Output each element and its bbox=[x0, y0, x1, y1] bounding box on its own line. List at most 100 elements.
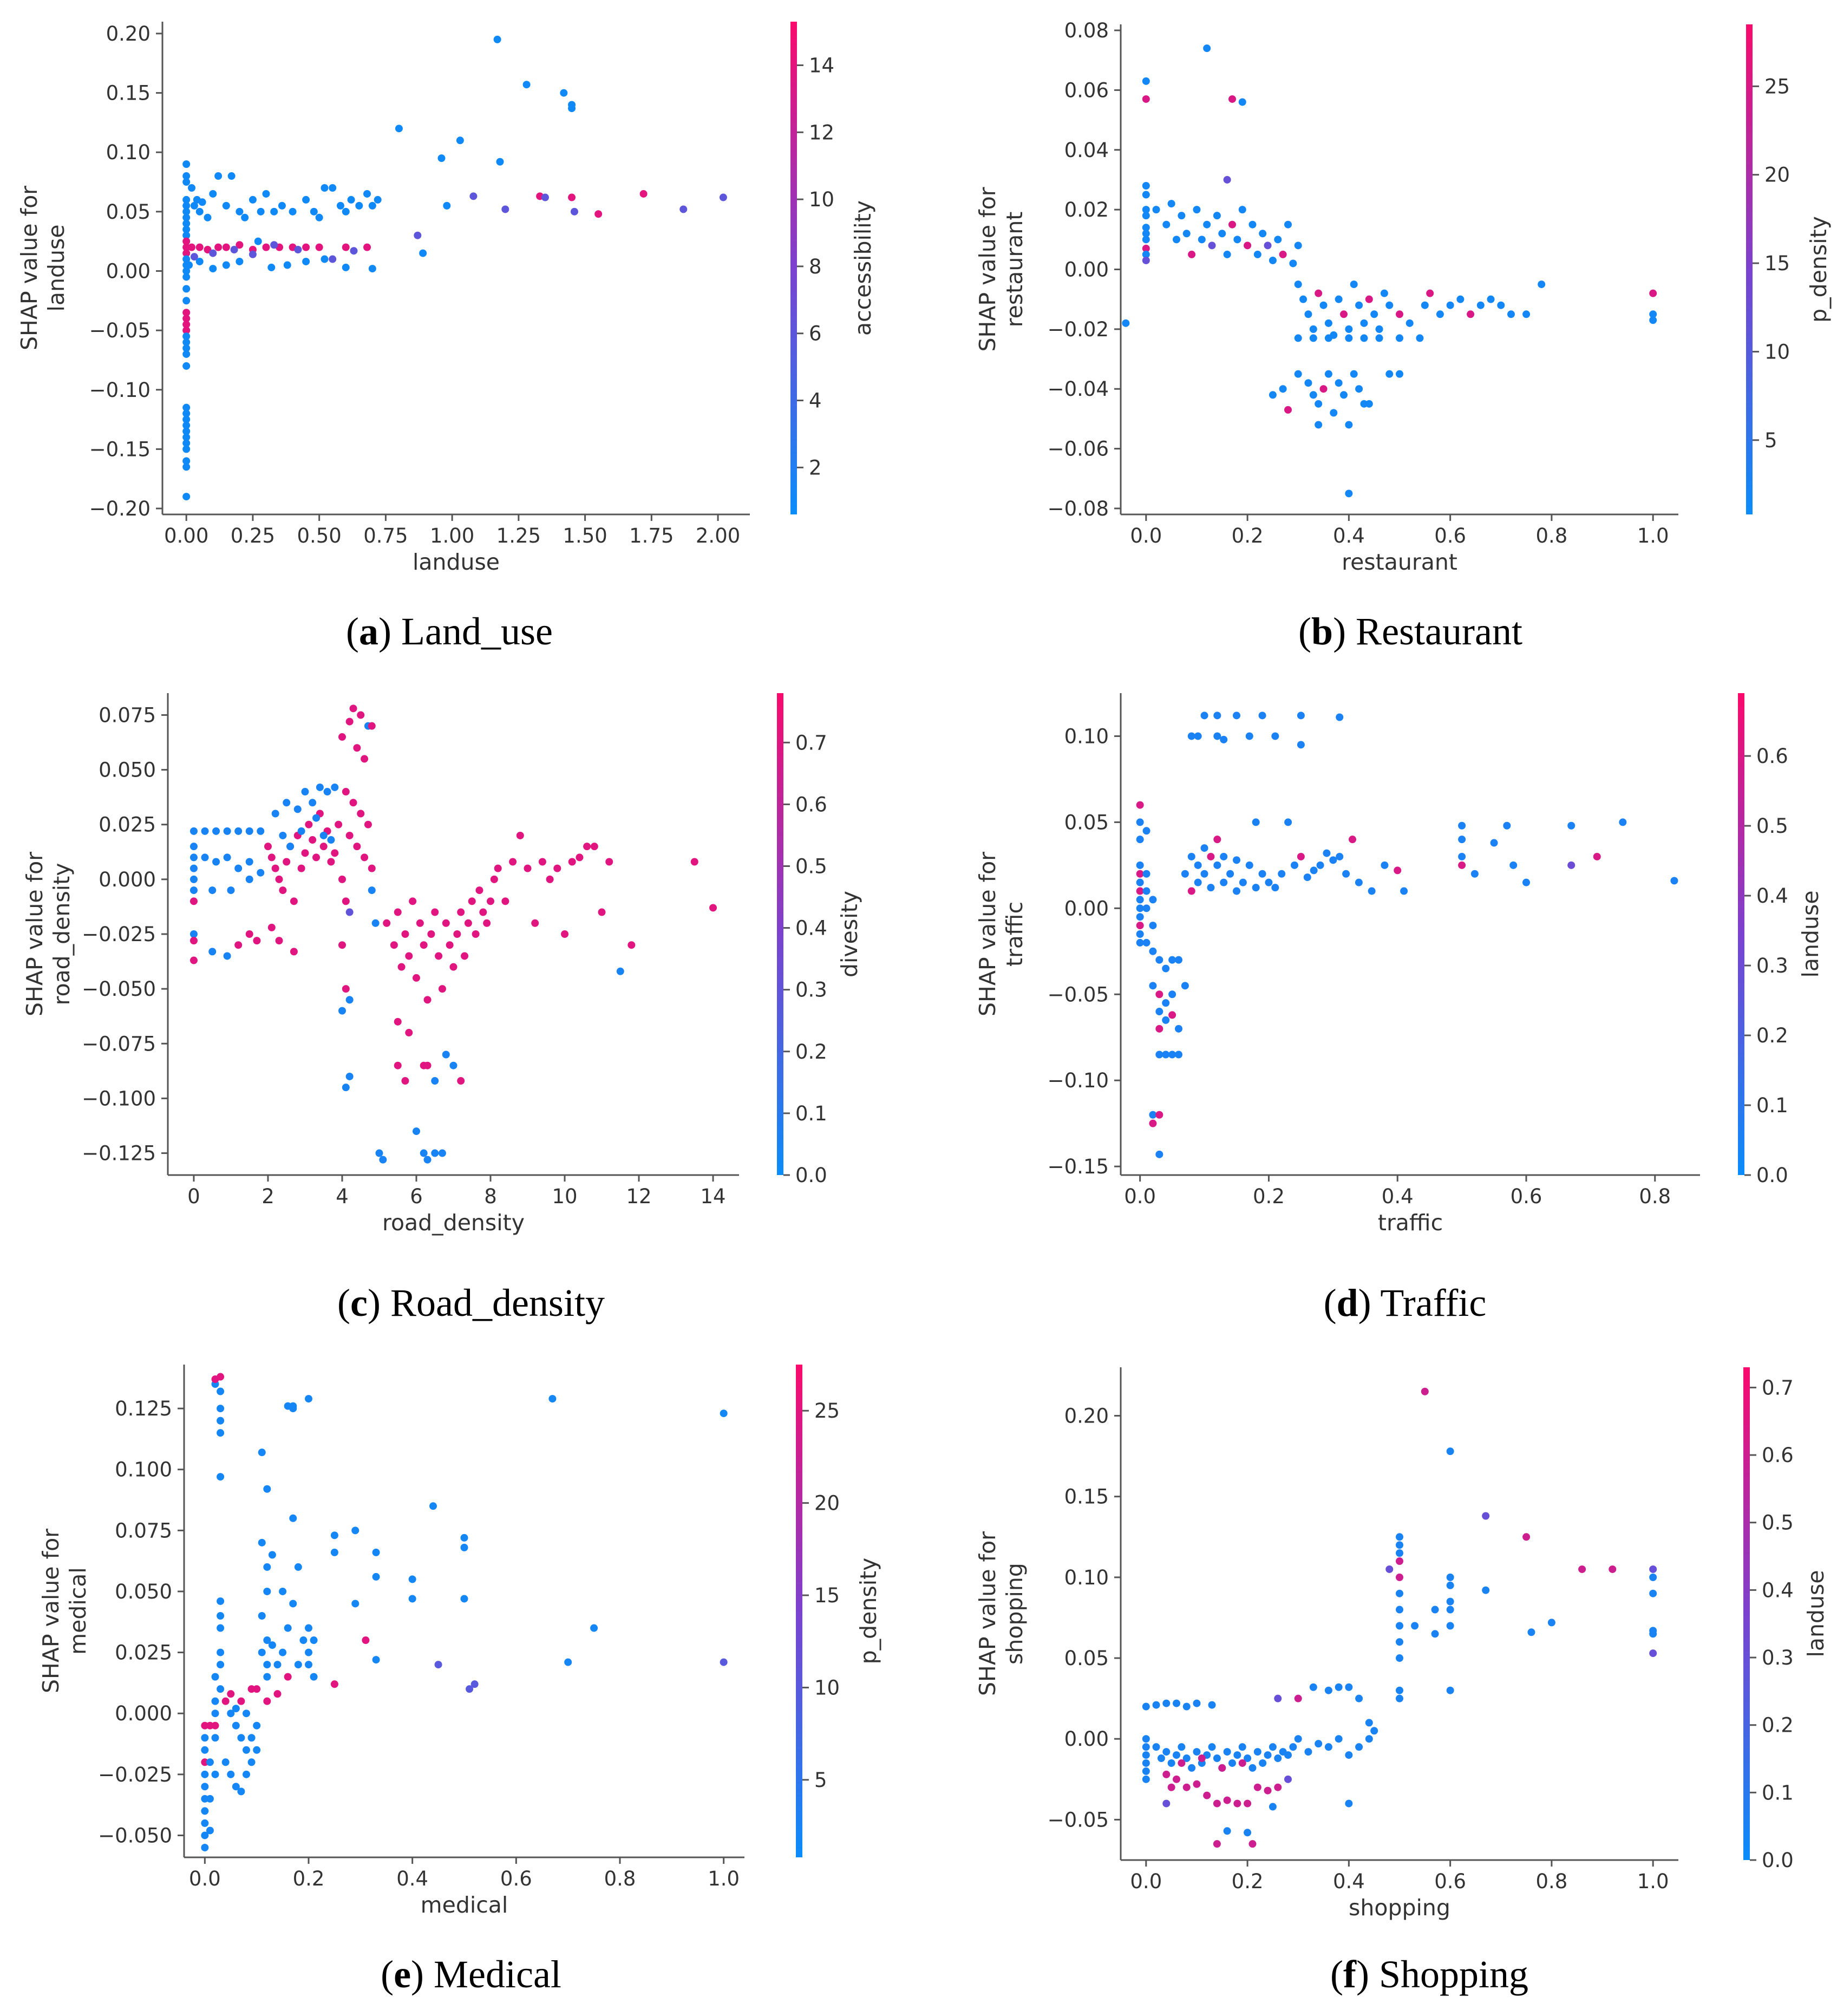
scatter-point bbox=[342, 207, 350, 216]
scatter-point bbox=[1162, 1799, 1171, 1808]
scatter-point bbox=[211, 1734, 219, 1742]
y-tick-label: 0.06 bbox=[1064, 79, 1109, 102]
scatter-point bbox=[1228, 220, 1236, 229]
scatter-point bbox=[1213, 712, 1221, 720]
x-axis-label: restaurant bbox=[1342, 549, 1457, 575]
y-tick-label: 0.15 bbox=[106, 82, 151, 105]
scatter-point bbox=[1200, 712, 1208, 720]
scatter-point bbox=[1670, 877, 1678, 885]
x-tick-label: 14 bbox=[700, 1185, 725, 1208]
scatter-point bbox=[1167, 1783, 1175, 1791]
y-tick-label: −0.100 bbox=[82, 1087, 156, 1110]
scatter-point bbox=[1396, 1533, 1403, 1541]
scatter-point bbox=[247, 1758, 256, 1766]
scatter-point bbox=[1149, 896, 1157, 904]
scatter-point bbox=[1142, 1759, 1150, 1767]
scatter-point bbox=[209, 265, 217, 273]
scatter-point bbox=[1152, 1743, 1160, 1751]
scatter-point bbox=[254, 237, 262, 245]
scatter-point bbox=[232, 1783, 240, 1791]
scatter-point bbox=[222, 243, 230, 251]
scatter-point bbox=[1238, 98, 1246, 106]
scatter-point bbox=[1355, 301, 1363, 309]
scatter-point bbox=[1522, 310, 1531, 318]
scatter-point bbox=[1142, 938, 1150, 947]
scatter-point bbox=[1355, 385, 1363, 393]
scatter-point bbox=[279, 886, 287, 895]
scatter-point bbox=[605, 858, 613, 866]
scatter-point bbox=[1458, 836, 1466, 844]
y-axis-label-line2: landuse bbox=[43, 224, 69, 311]
colorbar-tick-label: 0.2 bbox=[1762, 1714, 1794, 1737]
scatter-point bbox=[1162, 1770, 1171, 1778]
x-tick-label: 0.2 bbox=[1232, 524, 1264, 547]
scatter-point bbox=[1396, 370, 1403, 378]
scatter-point bbox=[1265, 878, 1273, 886]
scatter-point bbox=[1245, 861, 1253, 869]
y-axis-label-line2: medical bbox=[65, 1567, 91, 1655]
scatter-point bbox=[1649, 1589, 1657, 1597]
scatter-point bbox=[423, 1061, 432, 1069]
scatter-point bbox=[342, 1084, 350, 1092]
y-tick-label: 0.050 bbox=[115, 1580, 172, 1603]
scatter-point bbox=[1142, 1702, 1150, 1711]
scatter-point bbox=[1152, 1701, 1160, 1709]
y-tick-label: −0.05 bbox=[1048, 983, 1109, 1006]
scatter-point bbox=[1274, 1754, 1282, 1763]
scatter-point bbox=[279, 1587, 287, 1595]
scatter-point bbox=[182, 463, 191, 471]
y-tick-label: −0.050 bbox=[98, 1824, 172, 1847]
scatter-point bbox=[1149, 922, 1157, 930]
scatter-point bbox=[189, 827, 198, 835]
scatter-point bbox=[1396, 1557, 1403, 1565]
scatter-point bbox=[1350, 280, 1358, 289]
scatter-point bbox=[1319, 301, 1328, 309]
y-tick-label: 0.00 bbox=[1064, 258, 1109, 282]
scatter-point bbox=[1578, 1565, 1586, 1573]
scatter-point bbox=[284, 1624, 292, 1632]
scatter-point bbox=[1458, 821, 1466, 830]
colorbar-tick-label: 20 bbox=[1764, 164, 1790, 187]
colorbar-tick-label: 0.2 bbox=[1756, 1024, 1788, 1047]
scatter-point bbox=[423, 996, 432, 1004]
colorbar-tick-label: 0.0 bbox=[1762, 1849, 1794, 1872]
scatter-point bbox=[363, 243, 371, 251]
scatter-point bbox=[319, 831, 328, 839]
scatter-point bbox=[1324, 370, 1332, 378]
scatter-point bbox=[361, 755, 369, 763]
scatter-point bbox=[253, 1685, 261, 1693]
scatter-point bbox=[408, 1575, 416, 1583]
scatter-point bbox=[342, 243, 350, 251]
scatter-point bbox=[442, 1051, 450, 1059]
scatter-point bbox=[236, 241, 244, 249]
scatter-point bbox=[1509, 861, 1518, 869]
scatter-point bbox=[247, 1685, 256, 1693]
scatter-point bbox=[1188, 1764, 1196, 1772]
scatter-point bbox=[1385, 370, 1394, 378]
scatter-point bbox=[270, 241, 278, 249]
x-axis-label: traffic bbox=[1378, 1210, 1443, 1236]
y-tick-label: −0.05 bbox=[1048, 1808, 1109, 1831]
scatter-point bbox=[1178, 212, 1186, 220]
x-tick-label: 0.6 bbox=[1511, 1185, 1542, 1208]
scatter-point bbox=[283, 858, 291, 866]
scatter-point bbox=[1149, 982, 1157, 990]
colorbar bbox=[777, 693, 783, 1175]
y-tick-label: 0.00 bbox=[106, 259, 151, 283]
x-axis-label: landuse bbox=[413, 549, 500, 575]
scatter-point bbox=[279, 831, 287, 839]
x-tick-label: 0.4 bbox=[1333, 524, 1365, 547]
scatter-point bbox=[1157, 1754, 1165, 1763]
scatter-point bbox=[1365, 1735, 1373, 1743]
scatter-point bbox=[1213, 861, 1221, 869]
scatter-point bbox=[363, 190, 371, 198]
scatter-point bbox=[211, 1697, 219, 1705]
scatter-point bbox=[1315, 1740, 1323, 1748]
scatter-point bbox=[1416, 334, 1424, 342]
scatter-point bbox=[368, 864, 376, 872]
scatter-point bbox=[1649, 1573, 1657, 1581]
scatter-point bbox=[627, 941, 636, 949]
y-tick-label: −0.025 bbox=[98, 1763, 172, 1786]
scatter-point bbox=[361, 853, 369, 862]
scatter-point bbox=[211, 1721, 219, 1730]
